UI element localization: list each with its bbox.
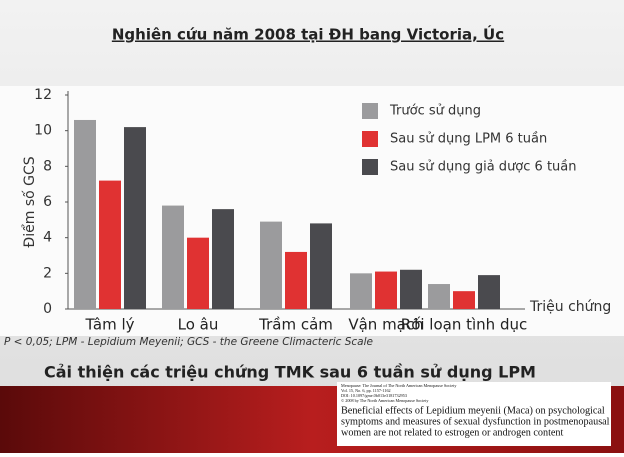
- paper-header: Menopause: The Journal of The North Amer…: [341, 383, 457, 388]
- bar: [74, 119, 96, 309]
- y-tick-label: 6: [43, 194, 52, 210]
- x-tick-label: Rối loạn tình dục: [401, 316, 527, 334]
- bar: [478, 275, 500, 309]
- y-tick-label: 10: [34, 123, 52, 139]
- bar: [350, 273, 372, 309]
- chart: 0 2 4 6 8 10 12 Điểm số GCS Triệu chứng Tâm lý Lo …: [21, 87, 611, 334]
- slide-title: Nghiên cứu năm 2008 tại ĐH bang Victoria…: [112, 25, 504, 44]
- footnote: P < 0,05; LPM - Lepidium Meyenii; GCS - …: [4, 336, 373, 348]
- paper-title: women are not related to estrogen or and…: [341, 427, 564, 438]
- paper: Menopause: The Journal of The North Amer…: [341, 383, 610, 438]
- x-tick-label: Vận mạch: [348, 316, 423, 334]
- paper-title: Beneficial effects of Lepidium meyenii (…: [341, 405, 605, 416]
- bar: [187, 237, 209, 309]
- bar: [162, 205, 184, 309]
- y-tick-label: 12: [34, 87, 52, 103]
- bar: [99, 180, 121, 309]
- legend-swatch: [362, 103, 378, 119]
- legend-label: Sau sử dụng LPM 6 tuần: [390, 132, 547, 147]
- y-tick-label: 2: [43, 265, 52, 281]
- paper-title: symptoms and measures of sexual dysfunct…: [341, 416, 610, 427]
- bar: [453, 291, 475, 309]
- bar: [428, 284, 450, 309]
- legend-label: Trước sử dụng: [389, 104, 481, 119]
- bar: [124, 127, 146, 309]
- legend-label: Sau sử dụng giả dược 6 tuần: [390, 160, 576, 175]
- paper-header: © 2008 by The North American Menopause S…: [341, 398, 429, 403]
- x-tick-label: Tâm lý: [84, 316, 134, 334]
- y-tick-label: 0: [43, 301, 52, 317]
- x-tick-label: Lo âu: [178, 316, 219, 334]
- paper-header: Vol. 15, No. 6, pp. 1157-1162: [341, 388, 391, 394]
- bar: [400, 269, 422, 309]
- y-axis-label: Điểm số GCS: [21, 156, 38, 247]
- y-tick-label: 4: [43, 230, 52, 246]
- bar: [310, 223, 332, 309]
- paper-box: [337, 382, 611, 446]
- legend-swatch: [362, 131, 378, 147]
- bar: [375, 271, 397, 309]
- bar: [212, 209, 234, 309]
- caption: Cải thiện các triệu chứng TMK sau 6 tuần…: [44, 363, 536, 382]
- bar: [260, 221, 282, 309]
- paper-header: DOI: 10.1097/gme.0b013e3181732953: [341, 393, 407, 398]
- bar: [285, 251, 307, 309]
- y-tick-label: 8: [43, 158, 52, 174]
- x-tick-label: Trầm cảm: [258, 316, 333, 334]
- x-axis-label: Triệu chứng: [529, 299, 611, 315]
- legend-swatch: [362, 159, 378, 175]
